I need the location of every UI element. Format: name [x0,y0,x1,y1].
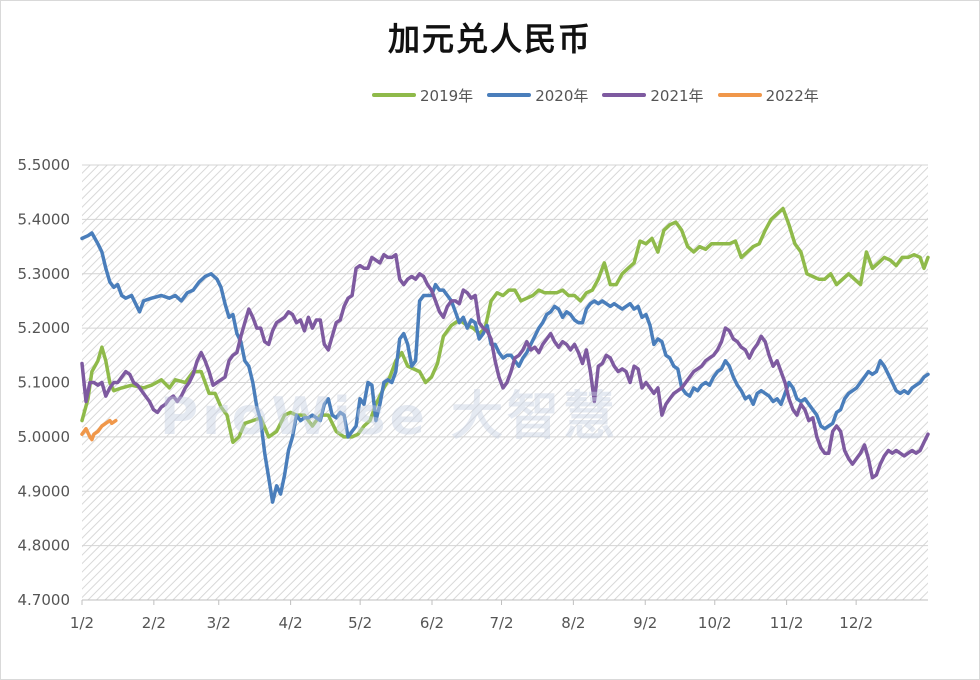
y-tick-label: 5.5000 [18,156,71,174]
series-line-2019 [80,206,930,445]
x-tick-label: 1/2 [70,614,94,632]
x-tick-label: 10/2 [698,614,732,632]
legend-item-2019: 2019年 [372,85,473,106]
x-tick-label: 2/2 [142,614,166,632]
watermark: ProWise 大智慧 [160,387,619,447]
x-tick-label: 5/2 [348,614,372,632]
legend-label-2022: 2022年 [765,86,819,105]
x-tick-label: 11/2 [770,614,804,632]
x-tick-label: 6/2 [420,614,444,632]
legend-swatch-2019 [372,93,416,97]
y-tick-label: 5.2000 [18,319,71,337]
y-tick-label: 5.0000 [18,428,71,446]
chart-title: 加元兑人民币 [387,20,592,58]
y-tick-label: 4.9000 [18,482,71,500]
legend-item-2020: 2020年 [487,85,588,106]
x-tick-label: 4/2 [279,614,303,632]
axes: 4.7000 4.8000 4.9000 5.0000 5.1000 5.2000 5.30… [18,156,873,632]
y-tick-label: 4.8000 [18,537,71,555]
x-tick-label: 8/2 [561,614,585,632]
legend: 2019年 2020年 2021年 2022年 [372,84,819,106]
series-line-2021 [80,252,930,480]
legend-label-2019: 2019年 [420,86,474,105]
x-tick-label: 7/2 [489,614,513,632]
legend-swatch-2021 [602,93,647,97]
legend-swatch-2020 [487,93,532,97]
legend-label-2020: 2020年 [535,86,589,105]
series-lines [80,206,930,504]
x-tick-label: 12/2 [839,614,873,632]
legend-label-2021: 2021年 [650,86,704,105]
y-tick-label: 5.3000 [18,265,71,283]
y-tick-label: 4.7000 [18,591,71,609]
x-tick-label: 3/2 [207,614,231,632]
y-tick-label: 5.4000 [18,210,71,228]
x-tick-label: 9/2 [633,614,657,632]
legend-swatch-2022 [717,93,762,97]
series-line-2022 [80,418,118,442]
legend-item-2022: 2022年 [717,85,819,106]
y-tick-label: 5.1000 [18,374,71,392]
legend-item-2021: 2021年 [602,85,704,106]
series-line-2020 [80,231,930,504]
